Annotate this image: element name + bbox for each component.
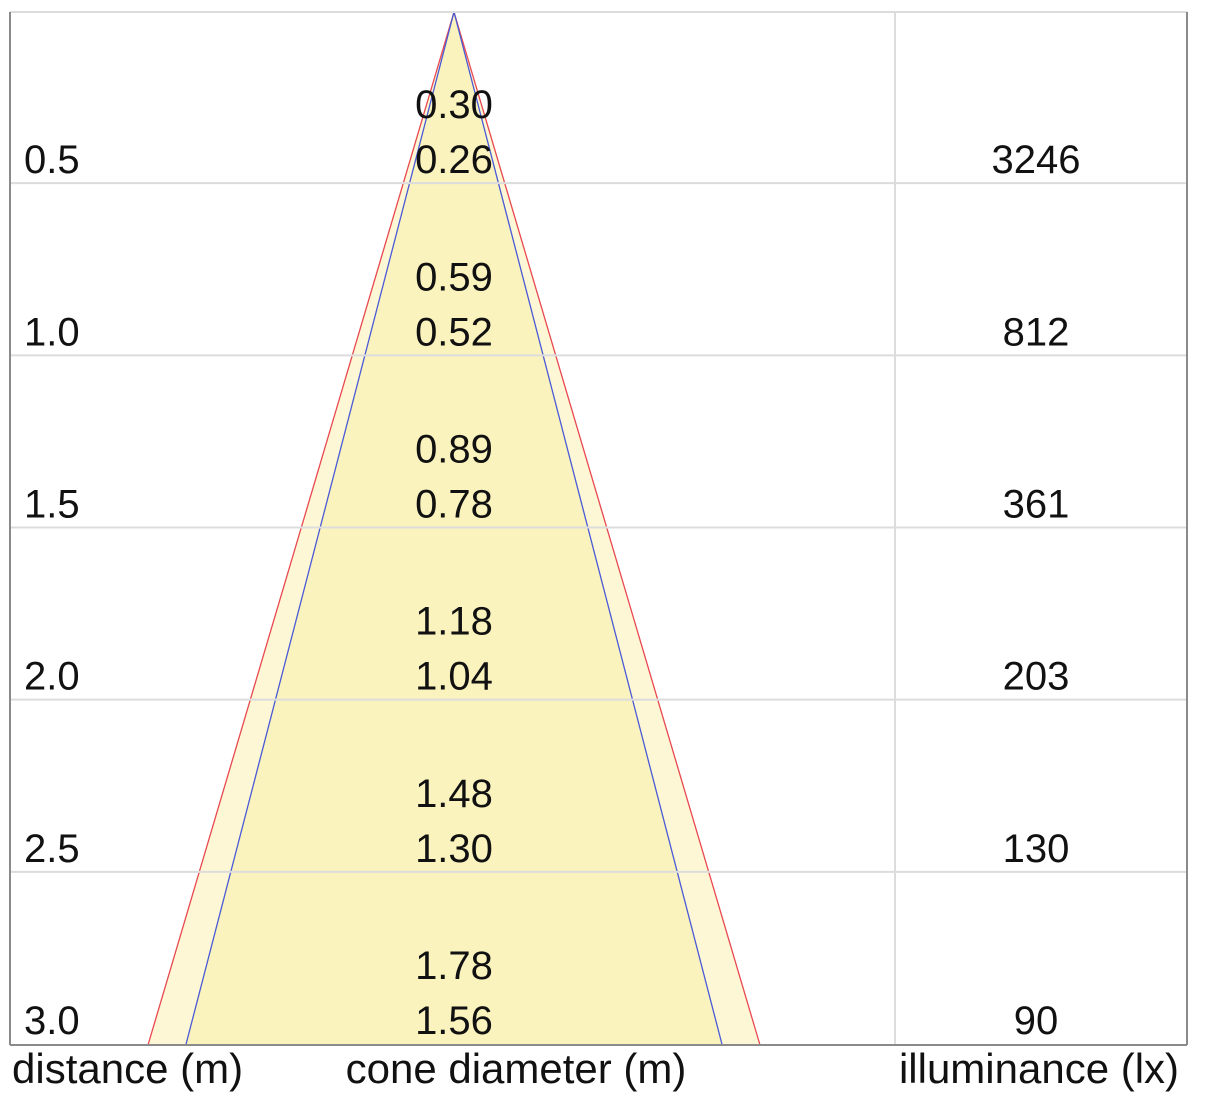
distance-column-label: distance (m) bbox=[12, 1045, 243, 1092]
distance-label: 2.0 bbox=[24, 655, 80, 699]
illuminance-label: 203 bbox=[1003, 655, 1070, 699]
outer-diameter-label: 0.30 bbox=[415, 83, 493, 127]
row-labels: 0.5 0.30 0.26 3246 1.0 0.59 0.52 812 1.5 0.89 0.78… bbox=[24, 83, 1080, 1043]
outer-diameter-label: 0.59 bbox=[415, 255, 493, 299]
outer-diameter-label: 0.89 bbox=[415, 428, 493, 472]
outer-diameter-label: 1.48 bbox=[415, 772, 493, 816]
distance-label: 1.0 bbox=[24, 310, 80, 354]
inner-diameter-label: 1.56 bbox=[415, 999, 493, 1043]
illuminance-label: 361 bbox=[1003, 483, 1070, 527]
chart-frame bbox=[9, 11, 1188, 1046]
illuminance-label: 90 bbox=[1014, 999, 1059, 1043]
outer-diameter-label: 1.18 bbox=[415, 600, 493, 644]
distance-label: 1.5 bbox=[24, 483, 80, 527]
gridlines bbox=[10, 12, 1187, 1045]
inner-diameter-label: 1.30 bbox=[415, 827, 493, 871]
illuminance-label: 812 bbox=[1003, 310, 1070, 354]
illuminance-column-label: illuminance (lx) bbox=[899, 1045, 1179, 1092]
distance-label: 0.5 bbox=[24, 138, 80, 182]
distance-label: 2.5 bbox=[24, 827, 80, 871]
illuminance-label: 3246 bbox=[992, 138, 1081, 182]
outer-diameter-label: 1.78 bbox=[415, 944, 493, 988]
inner-diameter-label: 1.04 bbox=[415, 655, 493, 699]
distance-label: 3.0 bbox=[24, 999, 80, 1043]
inner-diameter-label: 0.52 bbox=[415, 310, 493, 354]
illuminance-label: 130 bbox=[1003, 827, 1070, 871]
inner-diameter-label: 0.26 bbox=[415, 138, 493, 182]
inner-diameter-label: 0.78 bbox=[415, 483, 493, 527]
column-headers: distance (m) cone diameter (m) illuminan… bbox=[12, 1045, 1179, 1092]
cone-diameter-column-label: cone diameter (m) bbox=[346, 1045, 687, 1092]
